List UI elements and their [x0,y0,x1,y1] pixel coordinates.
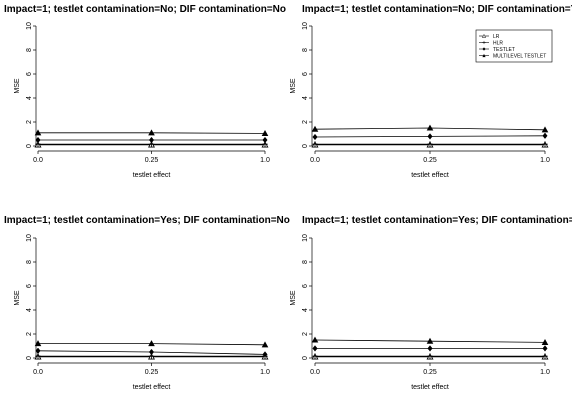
data-point [312,345,318,352]
x-tick-label: 0.0 [33,157,43,164]
y-axis-label: MSE [14,78,21,94]
chart-panel-3: Impact=1; testlet contamination=Yes; DIF… [4,215,290,391]
y-axis-label: MSE [290,78,297,94]
y-tick-label: 6 [26,72,33,76]
x-tick-label: 1.0 [540,157,550,164]
legend-marker [482,40,486,45]
legend-marker [482,47,486,51]
chart-panel-2: Impact=1; testlet contamination=No; DIF … [290,4,572,179]
panel-title: Impact=1; testlet contamination=No; DIF … [4,4,286,15]
data-point [262,351,268,358]
x-tick-label: 0.25 [423,157,437,164]
y-tick-label: 6 [26,284,33,288]
y-tick-label: 0 [302,144,309,148]
data-point [311,125,319,132]
data-point [262,136,268,144]
data-point [542,141,548,147]
y-tick-label: 2 [302,120,309,124]
y-tick-label: 4 [302,308,309,312]
y-tick-label: 10 [302,234,309,242]
data-point [542,345,548,352]
data-point [541,338,549,345]
y-axis-label: MSE [14,290,21,306]
x-axis-label: testlet effect [133,384,171,391]
y-tick-label: 8 [26,48,33,52]
y-tick-label: 0 [26,144,33,148]
x-tick-label: 0.25 [423,369,437,376]
data-point [35,347,41,355]
data-point [312,133,318,141]
data-point [35,353,41,359]
data-point [34,129,42,136]
y-tick-label: 10 [26,234,33,242]
panel-title: Impact=1; testlet contamination=Yes; DIF… [302,215,572,226]
data-point [148,129,155,136]
y-tick-label: 2 [26,332,33,336]
x-tick-label: 0.0 [310,369,320,376]
y-tick-label: 4 [26,308,33,312]
legend-label: HLR [493,40,503,46]
x-tick-label: 1.0 [260,157,270,164]
x-tick-label: 1.0 [540,369,550,376]
y-tick-label: 4 [302,96,309,100]
data-point [148,136,155,144]
x-tick-label: 0.25 [145,369,159,376]
y-tick-label: 2 [302,332,309,336]
y-tick-label: 6 [302,72,309,76]
y-tick-label: 4 [26,96,33,100]
data-point [427,133,433,140]
chart-panel-4: Impact=1; testlet contamination=Yes; DIF… [290,215,572,391]
y-axis-label: MSE [290,290,297,306]
data-point [427,345,433,352]
x-tick-label: 0.0 [310,157,320,164]
data-point [311,336,319,343]
y-tick-label: 8 [26,260,33,264]
legend-box [475,29,553,63]
data-point [426,124,434,131]
panel-title: Impact=1; testlet contamination=No; DIF … [302,4,572,15]
panel-title: Impact=1; testlet contamination=Yes; DIF… [4,215,290,226]
data-point [35,136,41,144]
y-tick-label: 8 [302,48,309,52]
data-point [542,132,548,140]
data-point [426,337,434,344]
legend-label: TESTLET [493,47,515,53]
data-point [541,126,549,133]
data-point [148,348,155,356]
y-tick-label: 6 [302,284,309,288]
data-point [34,340,42,347]
x-tick-label: 1.0 [260,369,270,376]
data-point [427,353,433,359]
data-point [312,141,318,147]
y-tick-label: 0 [26,356,33,360]
y-tick-label: 2 [26,120,33,124]
y-tick-label: 10 [302,22,309,30]
x-tick-label: 0.0 [33,369,43,376]
y-tick-label: 8 [302,260,309,264]
data-point [427,141,433,147]
chart-panel-1: Impact=1; testlet contamination=No; DIF … [4,4,286,179]
x-axis-label: testlet effect [411,172,449,179]
legend-marker [482,53,486,58]
data-point [148,340,155,347]
legend-marker [481,33,487,38]
y-tick-label: 0 [302,356,309,360]
data-point [261,129,269,136]
x-axis-label: testlet effect [133,172,171,179]
data-point [261,341,269,348]
data-point [312,353,318,359]
x-tick-label: 0.25 [145,157,159,164]
legend-label: LR [493,34,500,40]
y-tick-label: 10 [26,22,33,30]
x-axis-label: testlet effect [411,384,449,391]
legend-label: MULTILEVEL TESTLET [493,53,546,59]
data-point [542,353,548,359]
